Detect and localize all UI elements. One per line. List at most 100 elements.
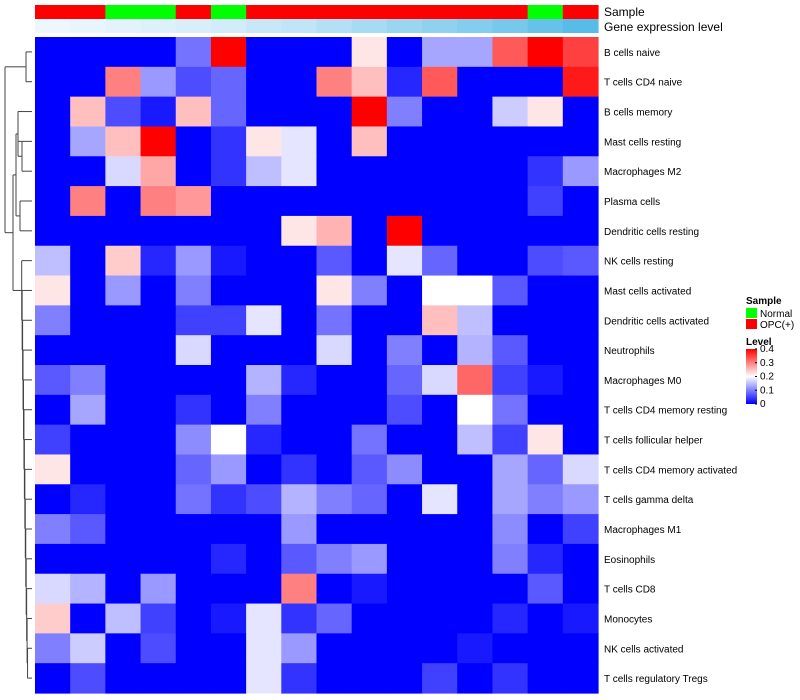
heatmap-cell [457, 186, 494, 217]
expression-annotation-cell [492, 19, 529, 33]
heatmap-cell [316, 424, 353, 456]
heatmap-cell [210, 633, 247, 664]
row-label: Macrophages M2 [604, 167, 682, 178]
heatmap-cell [527, 394, 564, 426]
heatmap-cell [386, 275, 423, 306]
heatmap-cell [281, 156, 318, 187]
heatmap-cell [281, 96, 318, 128]
heatmap-cell [281, 454, 318, 485]
heatmap-cell [70, 305, 106, 336]
expression-annotation-cell [35, 19, 71, 33]
heatmap-cell [492, 66, 529, 98]
heatmap-cell [35, 573, 71, 605]
heatmap-cell [70, 156, 106, 187]
heatmap-cell [386, 633, 423, 664]
heatmap-cell [492, 543, 529, 575]
heatmap-cell [105, 126, 142, 157]
heatmap-cell [105, 96, 142, 128]
heatmap-cell [316, 394, 353, 426]
heatmap-cell [351, 96, 388, 128]
heatmap-cell [175, 275, 212, 306]
heatmap-cell [140, 186, 177, 217]
heatmap-cell [527, 215, 564, 247]
heatmap-cell [562, 215, 599, 247]
heatmap-cell [105, 245, 142, 277]
heatmap-cell [562, 96, 599, 128]
heatmap-cell [422, 126, 458, 157]
heatmap-cell [386, 454, 423, 485]
heatmap-cell [175, 633, 212, 664]
heatmap-cell [70, 66, 106, 98]
heatmap-cell [105, 186, 142, 217]
legend-tick-label: 0.2 [760, 372, 774, 383]
heatmap-cell [422, 365, 458, 396]
heatmap-cell [351, 335, 388, 366]
expression-annotation-cell [457, 19, 494, 33]
heatmap-cell [492, 573, 529, 605]
heatmap-cell [316, 663, 353, 694]
heatmap-cell [316, 484, 353, 515]
heatmap-cell [281, 424, 318, 456]
heatmap-cell [105, 215, 142, 247]
heatmap-cell [35, 156, 71, 187]
heatmap-cell [562, 663, 599, 694]
heatmap-cell [351, 37, 388, 68]
heatmap-cell [562, 543, 599, 575]
heatmap-cell [527, 573, 564, 605]
heatmap-cell [246, 37, 282, 68]
heatmap-cell [492, 454, 529, 485]
row-label: Mast cells resting [604, 137, 681, 148]
heatmap-cell [527, 514, 564, 545]
heatmap-cell [35, 454, 71, 485]
heatmap-cell [562, 394, 599, 426]
heatmap-cell [562, 424, 599, 456]
row-label: B cells memory [604, 108, 672, 119]
heatmap-cell [422, 514, 458, 545]
heatmap-cell [140, 305, 177, 336]
row-label: Mast cells activated [604, 286, 691, 297]
heatmap-cell [562, 603, 599, 634]
expression-annotation-cell [351, 19, 388, 33]
heatmap-cell [210, 96, 247, 128]
heatmap-cell [562, 305, 599, 336]
heatmap-cell [351, 365, 388, 396]
heatmap-cell [492, 186, 529, 217]
heatmap-cell [246, 126, 282, 157]
heatmap-cell [246, 543, 282, 575]
heatmap-cell [140, 454, 177, 485]
heatmap-cell [386, 245, 423, 277]
heatmap-cell [105, 37, 142, 68]
heatmap-cell [457, 156, 494, 187]
heatmap-cell [175, 335, 212, 366]
heatmap-cell [351, 633, 388, 664]
heatmap-cell [422, 37, 458, 68]
row-label: T cells CD4 naive [604, 78, 683, 89]
heatmap-cell [105, 663, 142, 694]
heatmap-cell [70, 335, 106, 366]
heatmap-cell [35, 603, 71, 634]
heatmap-cell [457, 215, 494, 247]
heatmap-cell [316, 633, 353, 664]
row-label: NK cells resting [604, 257, 673, 268]
heatmap-cell [422, 305, 458, 336]
heatmap-cell [175, 186, 212, 217]
heatmap-cell [140, 603, 177, 634]
heatmap-cell [422, 186, 458, 217]
heatmap-cell [527, 66, 564, 98]
heatmap-cell [210, 484, 247, 515]
heatmap-cell [281, 365, 318, 396]
row-label: Eosinophils [604, 555, 655, 566]
heatmap-cell [246, 186, 282, 217]
heatmap-cell [457, 305, 494, 336]
heatmap-cell [246, 663, 282, 694]
heatmap-cell [281, 663, 318, 694]
heatmap-cell [351, 305, 388, 336]
heatmap-cells [35, 37, 599, 694]
expression-annotation-cell [175, 19, 212, 33]
heatmap-cell [386, 37, 423, 68]
heatmap-cell [210, 514, 247, 545]
expression-annotation-cell [281, 19, 318, 33]
heatmap-cell [316, 245, 353, 277]
heatmap-cell [140, 37, 177, 68]
